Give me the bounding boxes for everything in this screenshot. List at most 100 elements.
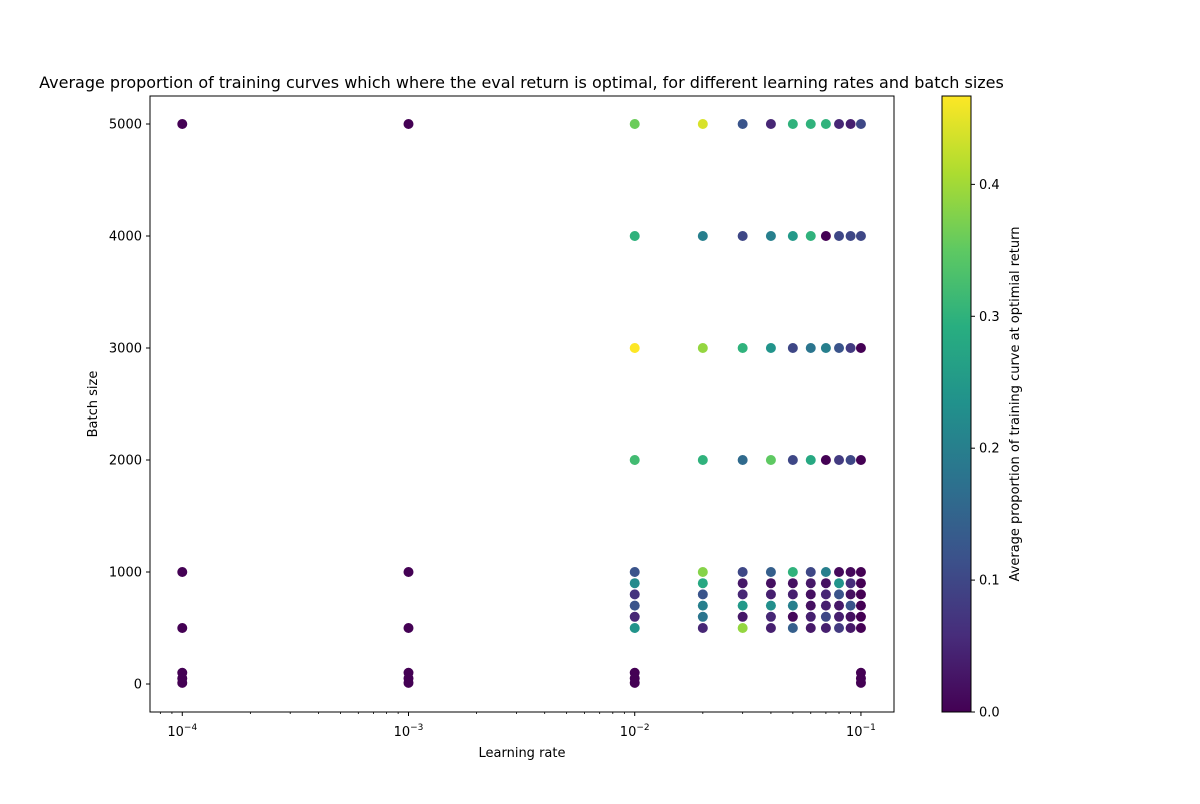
scatter-point [787,455,798,465]
scatter-point [765,231,776,241]
scatter-point [697,623,708,633]
scatter-point [787,343,798,353]
plot-frame [149,95,895,713]
scatter-point [765,343,776,353]
scatter-point [820,455,831,465]
scatter-point [805,589,816,600]
scatter-point [834,231,845,241]
scatter-point [834,567,845,577]
scatter-point [629,578,640,589]
scatter-point [805,231,816,241]
y-tick-label: 1000 [109,566,142,581]
scatter-point [787,623,798,633]
scatter-point [805,600,816,611]
x-tick-label: 10−1 [846,723,876,740]
scatter-point [765,611,776,622]
scatter-point [845,600,856,611]
colorbar-label: Average proportion of training curve at … [1008,227,1023,582]
scatter-point [787,611,798,622]
y-tick-label: 5000 [109,118,142,133]
scatter-point [629,119,640,129]
scatter-point [855,578,866,589]
scatter-point [820,567,831,577]
scatter-point [845,589,856,600]
scatter-point [805,567,816,577]
scatter-point [845,567,856,577]
scatter-point [765,578,776,589]
scatter-point [737,589,748,600]
scatter-point [834,600,845,611]
scatter-point [629,231,640,241]
scatter-point [820,343,831,353]
scatter-point [629,611,640,622]
scatter-point [805,578,816,589]
chart-title: Average proportion of training curves wh… [39,73,1004,92]
scatter-point [820,611,831,622]
scatter-point [820,119,831,129]
scatter-point [834,623,845,633]
colorbar-tick-label: 0.3 [979,310,1000,325]
scatter-point [820,623,831,633]
scatter-point [737,343,748,353]
scatter-point [629,343,640,353]
colorbar-tick-label: 0.4 [979,178,1000,193]
scatter-point [845,623,856,633]
scatter-point [765,567,776,577]
scatter-point [765,119,776,129]
scatter-point [697,343,708,353]
scatter-point [629,455,640,465]
scatter-point [697,611,708,622]
scatter-point [737,231,748,241]
y-tick-label: 3000 [109,342,142,357]
scatter-point [403,677,414,688]
scatter-point [834,455,845,465]
scatter-point [787,567,798,577]
data-points [177,119,866,688]
x-tick-label: 10−4 [167,723,197,740]
scatter-point [787,589,798,600]
scatter-point [855,231,866,241]
scatter-point [177,119,188,129]
scatter-point [737,578,748,589]
scatter-point [834,611,845,622]
y-axis-ticks: 0 1000 2000 3000 4000 5000 [109,118,150,693]
scatter-point [805,119,816,129]
scatter-point [855,623,866,633]
scatter-point [787,578,798,589]
scatter-point [820,231,831,241]
scatter-point [629,677,640,688]
scatter-point [629,567,640,577]
scatter-point [697,578,708,589]
scatter-point [697,589,708,600]
scatter-point [845,455,856,465]
scatter-point [805,455,816,465]
scatter-point [845,119,856,129]
scatter-point [787,119,798,129]
scatter-point [737,119,748,129]
colorbar-ticks: 0.0 0.1 0.2 0.3 0.4 [971,178,1000,721]
scatter-point [855,343,866,353]
y-axis-label: Batch size [86,371,101,438]
scatter-point [834,343,845,353]
scatter-point [805,623,816,633]
scatter-point [737,623,748,633]
scatter-point [855,455,866,465]
scatter-point [787,600,798,611]
scatter-point [177,677,188,688]
x-axis-ticks: 10−4 10−3 10−2 10−1 [159,712,876,740]
scatter-point [855,677,866,688]
scatter-point [805,611,816,622]
scatter-point [697,600,708,611]
scatter-point [845,343,856,353]
scatter-point [765,600,776,611]
scatter-point [805,343,816,353]
y-tick-label: 0 [134,678,142,693]
scatter-point [845,611,856,622]
scatter-point [697,455,708,465]
scatter-point [403,623,414,633]
colorbar-tick-label: 0.0 [979,706,1000,721]
scatter-point [403,567,414,577]
colorbar [941,95,972,713]
